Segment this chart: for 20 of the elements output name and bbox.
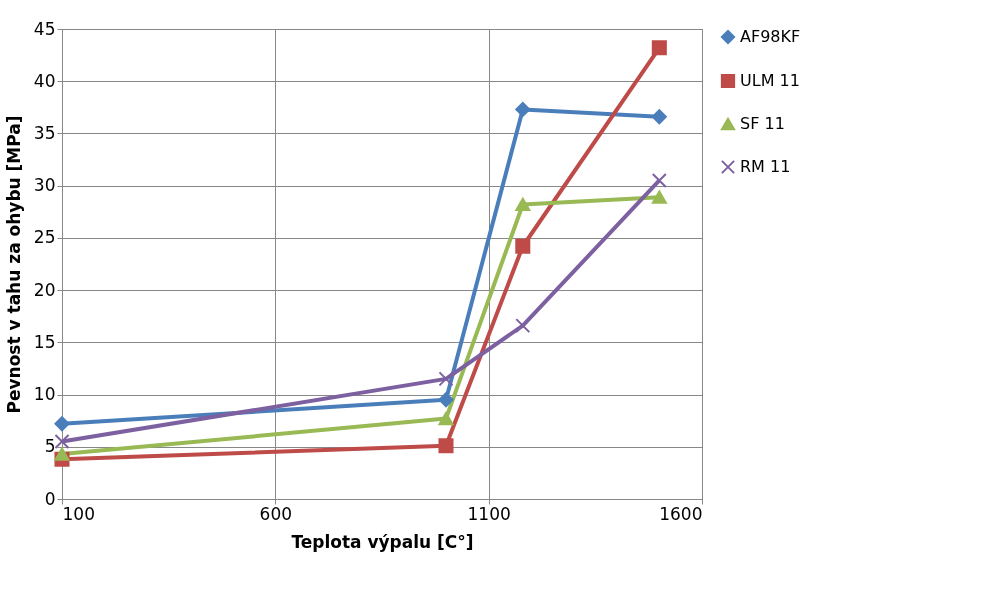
y-tick-label: 20 xyxy=(33,279,56,300)
legend-label: RM 11 xyxy=(740,157,791,176)
legend-label: AF98KF xyxy=(740,27,801,46)
legend-label: ULM 11 xyxy=(740,71,800,90)
y-tick-label: 25 xyxy=(33,227,56,248)
y-tick-label: 45 xyxy=(33,18,56,39)
y-tick-label: 30 xyxy=(33,175,56,196)
y-tick-label: 40 xyxy=(33,70,56,91)
y-tick-label: 35 xyxy=(33,122,56,143)
y-tick-label: 15 xyxy=(33,331,56,352)
y-axis-title: Pevnost v tahu za ohybu [MPa] xyxy=(3,115,24,414)
x-tick-label: 1600 xyxy=(659,503,703,524)
y-tick-label: 0 xyxy=(44,488,56,509)
legend-label: SF 11 xyxy=(740,114,785,133)
x-tick-label: 600 xyxy=(259,503,293,524)
y-tick-label: 5 xyxy=(44,436,56,457)
y-tick-label: 10 xyxy=(33,384,56,405)
x-axis-title: Teplota výpalu [C°] xyxy=(291,531,474,552)
x-tick-label: 1100 xyxy=(467,503,511,524)
x-tick-label: 100 xyxy=(62,503,95,524)
